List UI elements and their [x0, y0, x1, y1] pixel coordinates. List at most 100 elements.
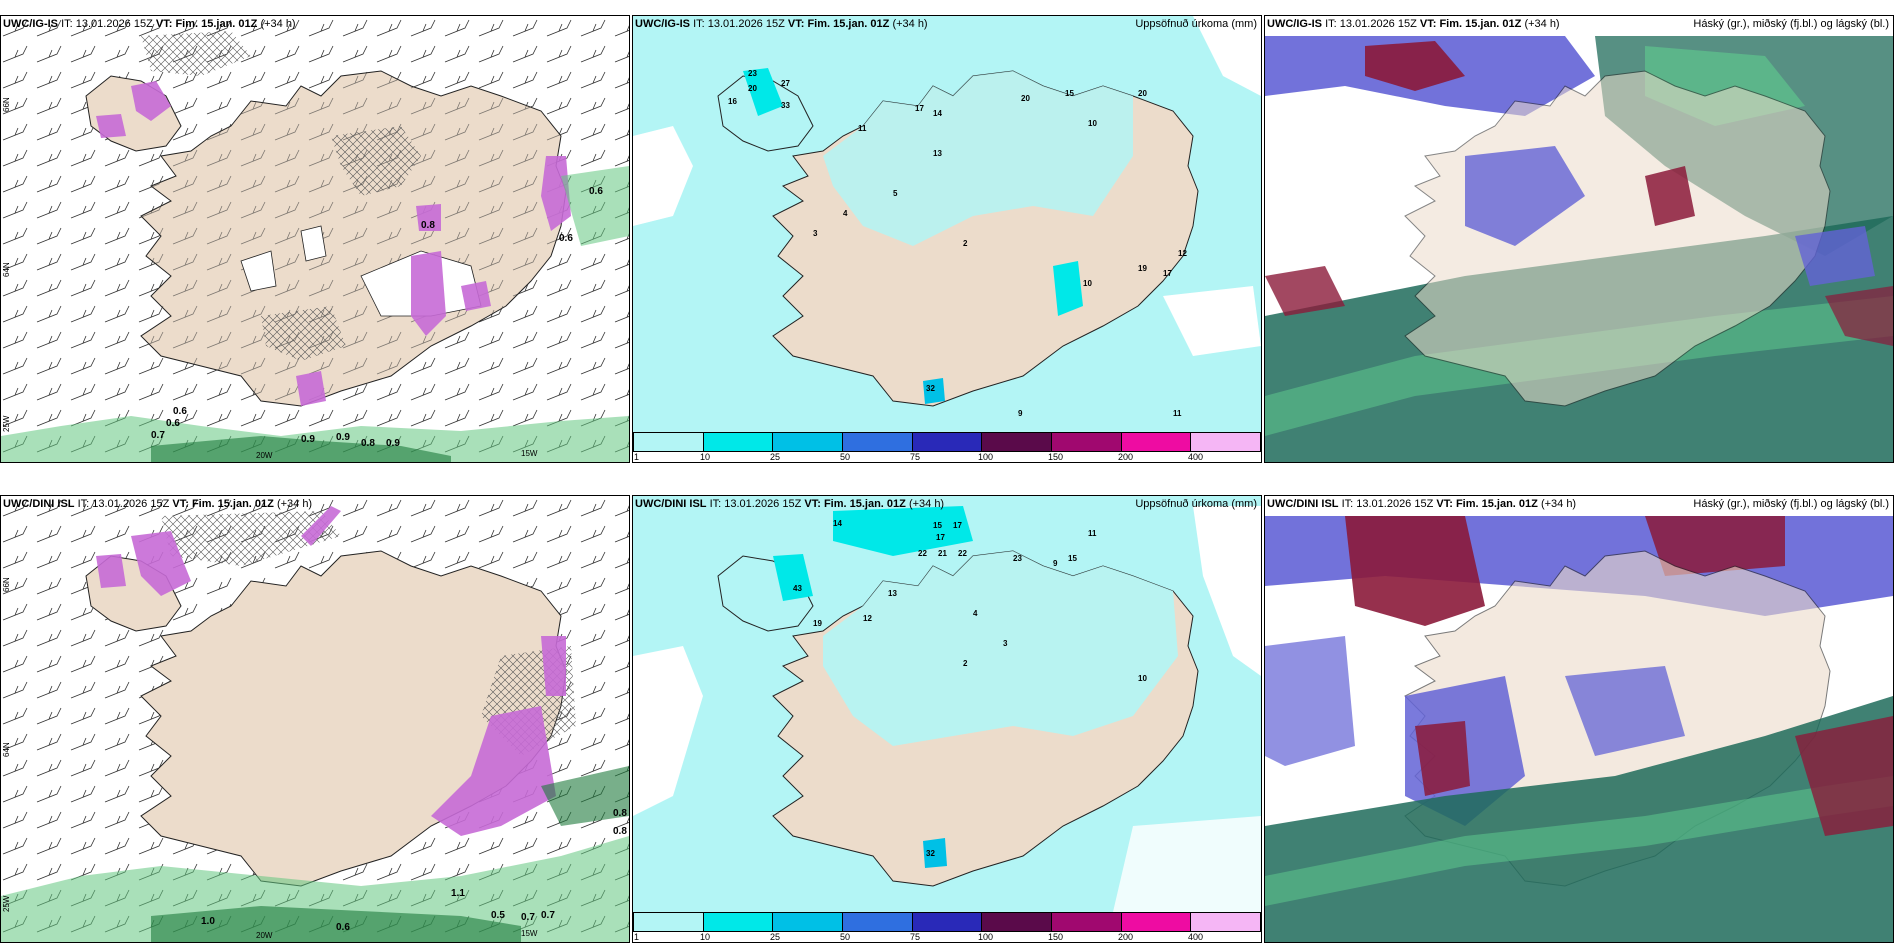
- colorbar-box: [1190, 913, 1261, 931]
- vt-label: VT:: [1436, 498, 1453, 510]
- grid-label: 66N: [2, 97, 11, 112]
- value-label: 20: [748, 84, 757, 93]
- value-label: 0.7: [151, 430, 165, 441]
- lead-time: (+34 h): [276, 498, 313, 510]
- colorbar-tick: 1: [634, 452, 640, 462]
- panel-header: UWC/DINI ISL IT: 13.01.2026 15Z VT: Fim.…: [3, 498, 312, 510]
- model-name: UWC/IG-IS: [1267, 18, 1322, 30]
- colorbar-tick: 100: [978, 932, 994, 942]
- value-label: 20: [1138, 89, 1147, 98]
- panel-clouds-dini: UWC/DINI ISL IT: 13.01.2026 15Z VT: Fim.…: [1264, 495, 1894, 943]
- value-label: 21: [938, 549, 947, 558]
- value-label: 10: [1138, 674, 1147, 683]
- value-label: 3: [813, 229, 818, 238]
- colorbar-tick: 200: [1118, 932, 1134, 942]
- value-label: 3: [1003, 639, 1008, 648]
- colorbar-box: [702, 913, 773, 931]
- colorbar-tick: 100: [978, 452, 994, 462]
- panel-precip-igis: UWC/IG-IS IT: 13.01.2026 15Z VT: Fim. 15…: [632, 15, 1262, 463]
- grid-label: 15W: [521, 449, 538, 458]
- grid-label: 66N: [2, 577, 11, 592]
- value-label: 13: [888, 589, 897, 598]
- model-name: UWC/IG-IS: [3, 18, 58, 30]
- it-value: 13.01.2026 15Z: [1356, 498, 1434, 510]
- colorbar-tick: 25: [770, 932, 781, 942]
- colorbar-boxes: [633, 912, 1261, 932]
- vt-label: VT:: [172, 498, 189, 510]
- grid-label: 64N: [2, 742, 11, 757]
- lead-time: (+34 h): [260, 18, 296, 30]
- value-label: 15: [1065, 89, 1074, 98]
- value-label: 14: [833, 519, 842, 528]
- map-clouds: [1265, 496, 1893, 942]
- colorbar-box: [1190, 433, 1261, 451]
- value-label: 0.6: [173, 406, 187, 417]
- panel-header: UWC/IG-IS IT: 13.01.2026 15Z VT: Fim. 15…: [1267, 18, 1560, 30]
- value-label: 15: [1068, 554, 1077, 563]
- value-label: 0.6: [336, 922, 350, 933]
- value-label: 1.0: [201, 916, 215, 927]
- panel-header: UWC/DINI ISL IT: 13.01.2026 15Z VT: Fim.…: [1267, 498, 1576, 510]
- value-label: 9: [1018, 409, 1023, 418]
- lead-time: (+34 h): [892, 18, 928, 30]
- colorbar-tick: 1: [634, 932, 640, 942]
- value-label: 0.7: [541, 910, 555, 921]
- variable-title: Háský (gr.), miðský (fj.bl.) og lágský (…: [1693, 18, 1889, 30]
- value-label: 0.8: [421, 220, 435, 231]
- it-label: IT:: [61, 18, 73, 30]
- value-label: 17: [936, 533, 945, 542]
- variable-title: Uppsöfnuð úrkoma (mm): [1135, 498, 1257, 510]
- vt-value: Fim. 15.jan. 01Z: [1439, 18, 1522, 30]
- map-clouds: [1265, 16, 1893, 462]
- panel-precip-dini: UWC/DINI ISL IT: 13.01.2026 15Z VT: Fim.…: [632, 495, 1262, 943]
- colorbar-tick: 400: [1188, 452, 1204, 462]
- colorbar-box: [1051, 433, 1121, 451]
- map-wind-snow: 0.6 0.6 0.7 0.9 0.9 0.8 0.9 0.6 0.6 0.8 …: [1, 16, 629, 462]
- it-label: IT:: [77, 498, 90, 510]
- colorbar-box: [1051, 913, 1121, 931]
- colorbar: 1 10 25 50 75 100 150 200 400: [633, 432, 1261, 462]
- value-label: 19: [1138, 264, 1147, 273]
- value-label: 33: [781, 101, 790, 110]
- panel-header: UWC/IG-IS IT: 13.01.2026 15Z VT: Fim. 15…: [635, 18, 928, 30]
- vt-label: VT:: [1419, 18, 1437, 30]
- vt-label: VT:: [155, 18, 173, 30]
- panel-clouds-igis: UWC/IG-IS IT: 13.01.2026 15Z VT: Fim. 15…: [1264, 15, 1894, 463]
- colorbar-tick: 10: [700, 452, 711, 462]
- colorbar-tick: 75: [910, 452, 921, 462]
- value-label: 0.8: [613, 826, 627, 837]
- value-label: 0.9: [386, 438, 400, 449]
- value-label: 11: [858, 124, 867, 133]
- grid-label: 20W: [256, 931, 273, 940]
- model-name: UWC/DINI ISL: [1267, 498, 1339, 510]
- it-label: IT:: [1341, 498, 1354, 510]
- colorbar-box: [772, 433, 843, 451]
- value-label: 0.9: [336, 432, 350, 443]
- value-label: 11: [1088, 529, 1097, 538]
- grid-label: 64N: [2, 262, 11, 277]
- value-label: 22: [958, 549, 967, 558]
- colorbar-box: [842, 433, 912, 451]
- variable-title: Uppsöfnuð úrkoma (mm): [1135, 18, 1257, 30]
- colorbar-box: [911, 913, 982, 931]
- value-label: 12: [863, 614, 872, 623]
- value-label: 10: [1083, 279, 1092, 288]
- value-label: 0.8: [613, 808, 627, 819]
- colorbar-box: [981, 913, 1052, 931]
- panel-header: UWC/IG-IS IT: 13.01.2026 15Z VT: Fim. 15…: [3, 18, 296, 30]
- value-label: 2: [963, 239, 968, 248]
- it-value: 13.01.2026 15Z: [724, 498, 802, 510]
- value-label: 2: [963, 659, 968, 668]
- lead-time: (+34 h): [908, 498, 945, 510]
- colorbar: 1 10 25 50 75 100 150 200 400: [633, 912, 1261, 942]
- colorbar-box: [911, 433, 982, 451]
- colorbar-box: [842, 913, 912, 931]
- colorbar-tick: 200: [1118, 452, 1134, 462]
- value-label: 0.6: [559, 233, 573, 244]
- map-wind-snow: 0.8 0.8 0.5 0.7 0.7 0.6 1.0 1.1 66N 64N …: [1, 496, 629, 942]
- value-label: 20: [1021, 94, 1030, 103]
- value-label: 16: [728, 97, 737, 106]
- colorbar-tick: 75: [910, 932, 921, 942]
- colorbar-boxes: [633, 432, 1261, 452]
- it-value: 13.01.2026 15Z: [92, 498, 170, 510]
